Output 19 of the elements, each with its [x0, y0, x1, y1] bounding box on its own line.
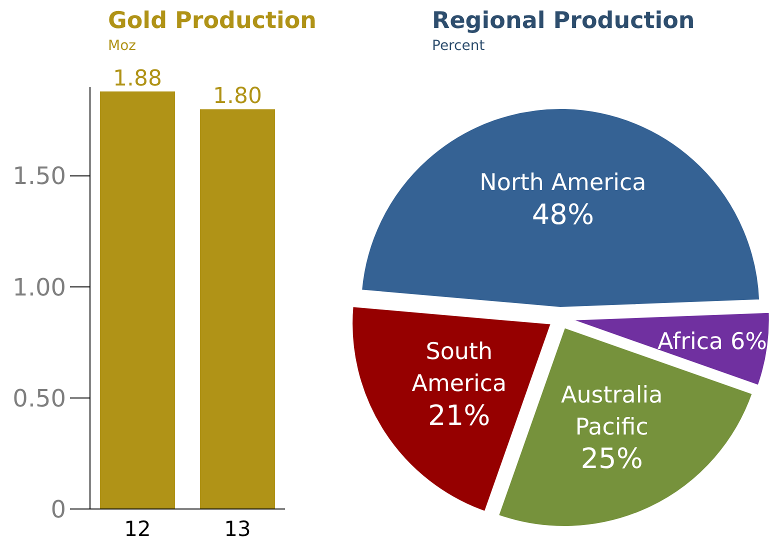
slice-label: North America: [480, 170, 646, 196]
slice-label: Australia Pacific: [560, 382, 663, 440]
chart-subtitle: Moz: [108, 38, 136, 54]
chart-title: Gold Production: [108, 8, 317, 34]
chart-subtitle: Percent: [432, 38, 486, 54]
y-tick-label: 0: [50, 495, 66, 524]
y-tick-label: 0.50: [12, 384, 66, 412]
data-label: 21%: [428, 398, 490, 432]
y-tick-label: 1.50: [12, 162, 66, 190]
slice-label: South America: [412, 339, 507, 398]
data-label: 48%: [532, 198, 594, 231]
slice-label: Africa 6%: [658, 329, 767, 356]
chart-title: Regional Production: [432, 8, 695, 34]
data-label: 1.88: [113, 66, 162, 92]
y-tick-label: 1.00: [12, 273, 66, 302]
data-label: 25%: [580, 442, 643, 476]
x-tick-label: 13: [224, 517, 251, 541]
x-tick-label: 12: [124, 517, 151, 541]
data-label: 1.80: [213, 84, 262, 110]
